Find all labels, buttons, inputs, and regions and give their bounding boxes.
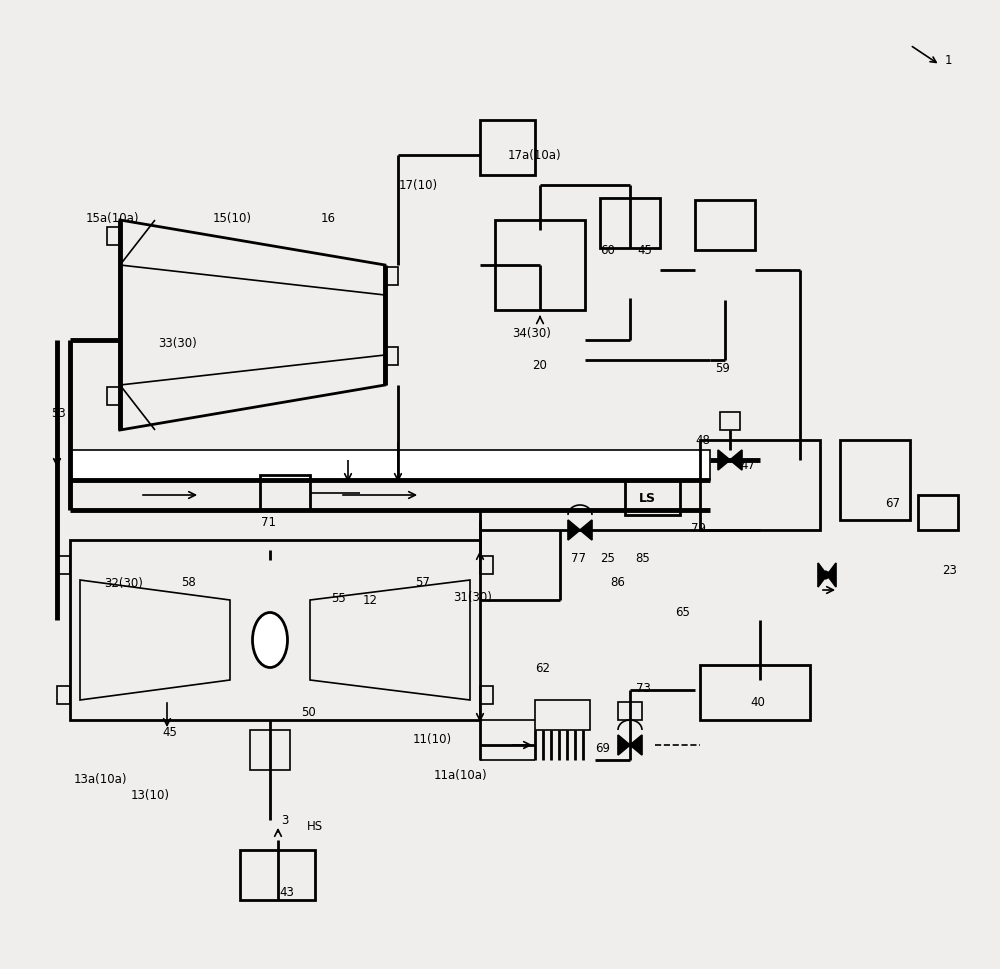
Text: 53: 53 [51,407,65,420]
Text: 34(30): 34(30) [513,327,551,339]
Text: 13(10): 13(10) [130,789,170,801]
Text: 60: 60 [601,243,615,257]
Bar [695,200,755,250]
Text: 16: 16 [320,211,336,225]
Bar [700,665,810,720]
Bar [480,556,493,574]
Text: 57: 57 [416,577,430,589]
Bar [625,480,680,515]
Bar [618,702,642,720]
Text: 12: 12 [362,593,378,607]
Text: 17(10): 17(10) [398,178,438,192]
Text: 32(30): 32(30) [105,577,143,589]
Bar [700,440,820,530]
Bar [480,120,535,175]
Text: 65: 65 [676,607,690,619]
Text: 43: 43 [280,887,294,899]
Bar [70,540,480,720]
Bar [535,700,590,730]
Text: 50: 50 [301,706,315,720]
Text: 25: 25 [601,551,615,565]
Text: 11a(10a): 11a(10a) [433,768,487,782]
Text: 13a(10a): 13a(10a) [73,773,127,787]
Text: 3: 3 [281,814,289,827]
Bar [385,267,398,285]
Text: 45: 45 [163,727,177,739]
Text: 48: 48 [696,433,710,447]
Text: 33(30): 33(30) [159,336,197,350]
Text: 1: 1 [944,53,952,67]
Bar [840,440,910,520]
Text: 11(10): 11(10) [412,734,452,746]
Bar [70,450,710,480]
Bar [107,227,120,245]
Polygon shape [618,735,642,755]
Text: 15a(10a): 15a(10a) [85,211,139,225]
Text: 17a(10a): 17a(10a) [507,148,561,162]
Text: 62: 62 [536,662,550,674]
Bar [240,850,315,900]
Text: LS: LS [639,491,656,505]
Text: 85: 85 [636,551,650,565]
Text: 55: 55 [331,591,345,605]
Text: 15(10): 15(10) [212,211,252,225]
Text: 23: 23 [943,564,957,577]
Polygon shape [818,563,836,587]
Ellipse shape [252,612,288,668]
Text: 59: 59 [716,361,730,374]
Bar [480,686,493,704]
Bar [385,347,398,365]
Text: 45: 45 [638,243,652,257]
Bar [720,412,740,430]
Text: 40: 40 [751,697,765,709]
Text: 71: 71 [260,516,276,529]
Bar [918,495,958,530]
Text: 67: 67 [886,496,900,510]
Text: 58: 58 [181,577,195,589]
Bar [57,686,70,704]
Text: 77: 77 [570,551,586,565]
Text: HS: HS [307,821,323,833]
Text: 73: 73 [636,681,650,695]
Bar [57,556,70,574]
Text: 79: 79 [690,521,706,535]
Bar [250,730,290,770]
Text: 47: 47 [740,458,756,472]
Bar [495,220,585,310]
Bar [600,198,660,248]
Bar [107,387,120,405]
Polygon shape [568,520,592,540]
Text: 69: 69 [596,741,610,755]
Text: 86: 86 [611,577,625,589]
Polygon shape [718,450,742,470]
Text: 31(30): 31(30) [454,591,492,605]
Bar [260,475,310,510]
Text: 20: 20 [533,359,547,371]
